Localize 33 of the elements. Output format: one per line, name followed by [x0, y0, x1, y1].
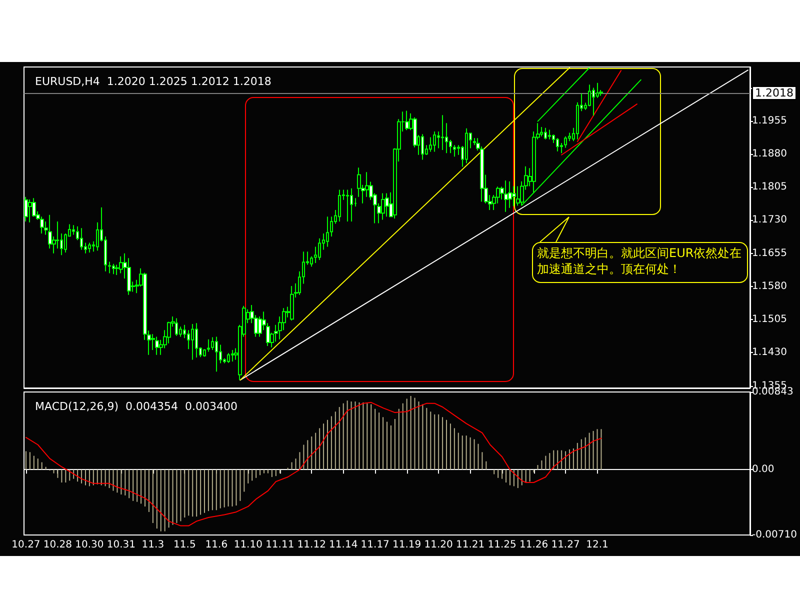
x-tick-label: 10.28: [43, 540, 72, 550]
x-tick-label: 11.5: [174, 540, 196, 550]
x-tick-label: 10.31: [106, 540, 136, 550]
ref-line-label: 1.2018: [755, 86, 794, 100]
x-tick-label: 11.27: [551, 540, 580, 550]
x-tick-label: 11.25: [488, 540, 516, 550]
y-tick-label: 1.1805: [752, 182, 787, 193]
y-tick-label: 1.1730: [752, 214, 787, 226]
y-tick-label: 1.1430: [752, 347, 787, 358]
y-tick-label: 0.00: [752, 464, 774, 476]
x-tick-label: 10.27: [12, 540, 40, 550]
x-tick-label: 10.30: [75, 540, 104, 550]
x-tick-label: 11.19: [392, 540, 422, 550]
y-tick-label: -0.00710: [752, 530, 797, 540]
x-tick-label: 11.26: [519, 540, 548, 550]
x-tick-label: 11.21: [456, 540, 485, 550]
y-tick-label: 1.1580: [752, 280, 787, 292]
x-tick-label: 11.12: [297, 540, 326, 550]
text: MACD(12,26,9) 0.004354 0.003400: [35, 400, 238, 413]
x-tick-label: 11.10: [234, 540, 262, 550]
x-tick-label: 11.14: [329, 540, 358, 550]
text: EURUSD,H4 1.2020 1.2025 1.2012 1.2018: [35, 75, 272, 88]
x-tick-label: 11.11: [266, 540, 294, 550]
x-tick-label: 11.20: [424, 540, 453, 550]
y-tick-label: 1.1655: [752, 248, 787, 259]
x-tick-label: 11.3: [142, 540, 164, 550]
y-tick-label: 1.1955: [752, 115, 787, 126]
x-tick-label: 11.17: [360, 540, 390, 550]
annotation: 就是想不明白。就此区间EUR依然处在加速通道之中。顶在何处！: [537, 245, 743, 277]
y-tick-label: 1.1505: [752, 314, 787, 326]
x-tick-label: 11.6: [205, 540, 228, 550]
x-tick-label: 12.1: [586, 540, 608, 550]
y-tick-label: 1.1880: [752, 148, 787, 160]
